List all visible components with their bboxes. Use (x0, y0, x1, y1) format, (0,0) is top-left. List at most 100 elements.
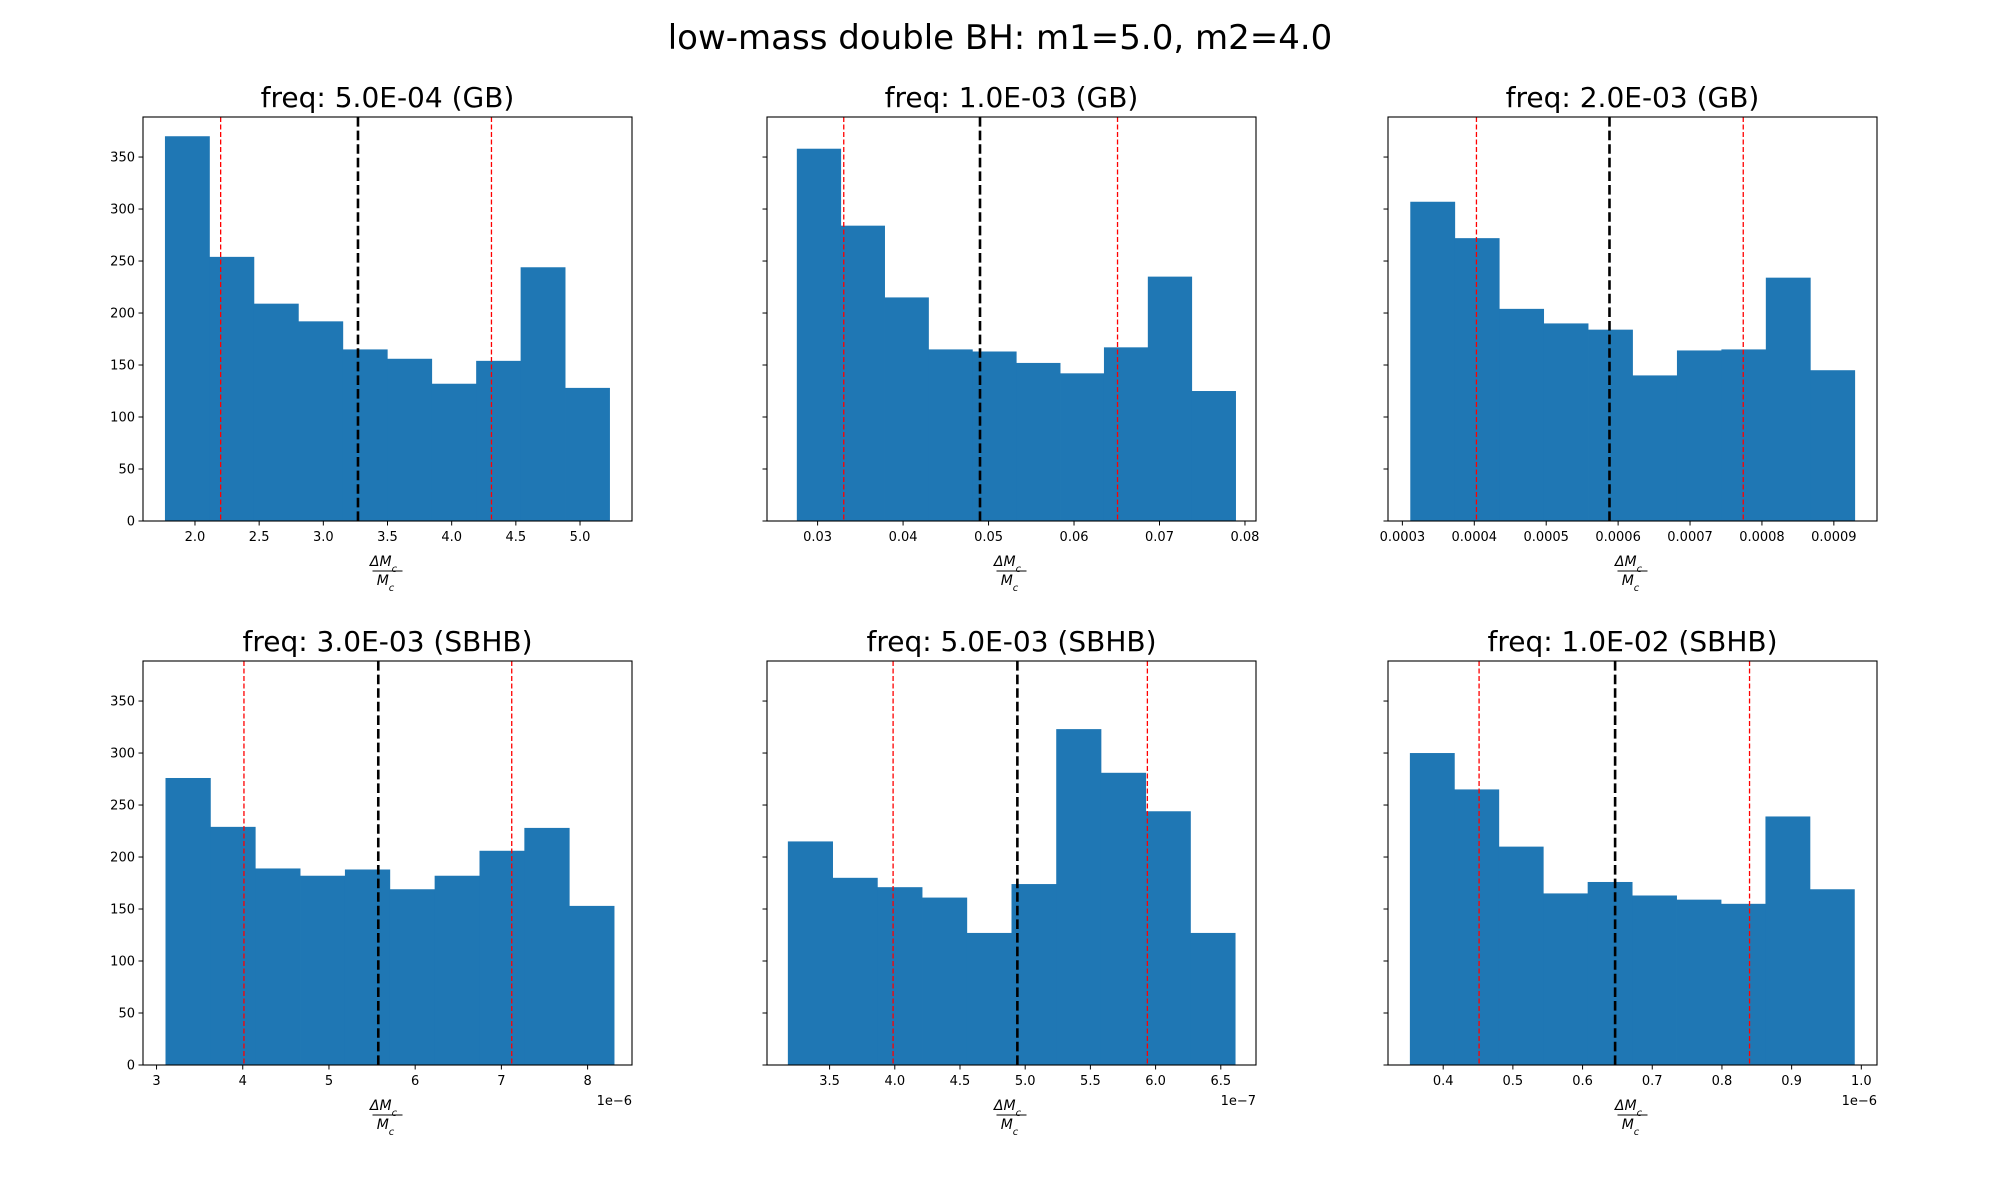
x-tick-label: 1.0 (1851, 1074, 1872, 1089)
histogram-bar (787, 841, 833, 1065)
subplot-2: freq: 1.0E-03 (GB) 0.03 0.04 0.05 0.06 0.07 0.… (762, 81, 1259, 594)
x-tick-label: 0.08 (1230, 530, 1259, 545)
x-label-numerator-subscript: c (392, 1108, 398, 1119)
histogram-bars (1410, 201, 1856, 522)
histogram-bar (479, 850, 525, 1065)
x-tick-label: 0.07 (1145, 530, 1174, 545)
histogram-bar (210, 826, 256, 1065)
histogram-bar (300, 875, 346, 1065)
x-tick-label: 0.0004 (1452, 530, 1498, 545)
x-label-denominator-subscript: c (389, 583, 395, 594)
x-tick-label: 0.04 (889, 530, 918, 545)
histogram-bar (1498, 846, 1544, 1065)
x-label-numerator-subscript: c (392, 564, 398, 575)
subplot-title: freq: 3.0E-03 (SBHB) (242, 625, 532, 658)
x-label-denominator: Mc (1622, 573, 1640, 594)
x-tick-label: 0.9 (1781, 1074, 1802, 1089)
x-label-denominator-subscript: c (1634, 1127, 1640, 1138)
x-tick-label: 0.03 (803, 530, 832, 545)
x-label-denominator-subscript: c (1634, 583, 1640, 594)
histogram-bar (1454, 789, 1500, 1065)
x-tick-label: 0.7 (1642, 1074, 1663, 1089)
histogram-bar (1676, 899, 1722, 1065)
x-tick-label: 2.0 (185, 530, 206, 545)
histogram-bar (387, 358, 433, 521)
x-tick-label: 4.5 (950, 1074, 971, 1089)
y-tick-label: 100 (110, 955, 135, 970)
histogram-bar (1409, 753, 1455, 1065)
subplot-3: freq: 2.0E-03 (GB) 0.0003 0.0004 0.0005 0.00… (1380, 81, 1878, 594)
x-label-denominator: Mc (1001, 573, 1019, 594)
subplot-6: freq: 1.0E-02 (SBHB) 0.4 0.5 0.6 0.7 0.8 0.9 1.… (1383, 625, 1878, 1138)
subplot-title: freq: 5.0E-04 (GB) (261, 81, 515, 114)
x-tick-label: 6.0 (1145, 1074, 1166, 1089)
y-tick-label: 150 (110, 359, 135, 374)
histogram-bar (796, 148, 842, 521)
x-tick-label: 5.0 (570, 530, 591, 545)
histogram-bar (966, 932, 1012, 1065)
y-tick-label: 200 (110, 307, 135, 322)
histogram-bar (524, 827, 570, 1065)
x-offset-text: 1e−6 (1842, 1094, 1877, 1109)
histogram-bar (832, 877, 878, 1065)
x-tick-label: 4.0 (441, 530, 462, 545)
x-label-numerator-subscript: c (1637, 1108, 1643, 1119)
histogram-bar (1410, 201, 1456, 522)
x-tick-label: 0.0003 (1380, 530, 1426, 545)
x-tick-label: 4.5 (506, 530, 527, 545)
histogram-bar (1191, 391, 1236, 521)
x-label-numerator-subscript: c (1016, 564, 1022, 575)
x-tick-label: 0.0007 (1667, 530, 1713, 545)
x-tick-label: 8 (583, 1074, 591, 1089)
y-tick-label: 0 (127, 1059, 135, 1074)
histogram-bar (1809, 889, 1855, 1065)
subplot-title: freq: 2.0E-03 (GB) (1506, 81, 1760, 114)
histogram-bar (877, 887, 923, 1065)
x-label-denominator: Mc (1001, 1117, 1019, 1138)
x-label-numerator: ΔMc (993, 554, 1022, 575)
histogram-bar (565, 387, 610, 521)
histogram-bar (209, 256, 255, 521)
histogram-bar (569, 905, 615, 1065)
histogram-bar (1100, 772, 1147, 1065)
x-tick-label: 0.4 (1433, 1074, 1454, 1089)
x-label-numerator: ΔMc (369, 1098, 398, 1119)
histogram-bar (255, 868, 301, 1065)
axes-frame (1387, 116, 1878, 522)
subplot-4: freq: 3.0E-03 (SBHB) 3 4 5 6 7 8 0 50 100 150 200 25… (110, 625, 633, 1138)
x-tick-label: 6.5 (1210, 1074, 1231, 1089)
histogram-bar (1011, 884, 1057, 1065)
x-label-numerator: ΔMc (993, 1098, 1022, 1119)
x-tick-label: 3.0 (313, 530, 334, 545)
x-offset-text: 1e−7 (1221, 1094, 1256, 1109)
y-tick-label: 250 (110, 255, 135, 270)
histogram-bar (884, 297, 929, 521)
x-tick-label: 5.0 (1015, 1074, 1036, 1089)
histogram-bar (520, 267, 566, 521)
y-tick-label: 350 (110, 695, 135, 710)
axes-frame (1387, 660, 1878, 1066)
subplot-title: freq: 1.0E-03 (GB) (885, 81, 1139, 114)
histogram-bar (1543, 893, 1589, 1065)
y-tick-label: 100 (110, 411, 135, 426)
axes-frame (142, 660, 633, 1066)
histogram-bar (1543, 323, 1589, 521)
x-tick-label: 2.5 (249, 530, 270, 545)
histogram-bar (1454, 238, 1500, 521)
histogram-bar (1103, 347, 1149, 521)
x-label-denominator-subscript: c (1013, 1127, 1019, 1138)
x-tick-label: 4 (239, 1074, 247, 1089)
histogram-bars (164, 136, 610, 521)
x-label-denominator: Mc (377, 573, 395, 594)
histogram-bar (298, 321, 344, 521)
histogram-bar (1810, 370, 1856, 521)
y-tick-label: 200 (110, 851, 135, 866)
x-label-numerator-subscript: c (1637, 564, 1643, 575)
histogram-bar (1190, 932, 1236, 1065)
histogram-bar (434, 875, 480, 1065)
x-tick-label: 5.5 (1080, 1074, 1101, 1089)
histogram-bar (1016, 362, 1061, 521)
